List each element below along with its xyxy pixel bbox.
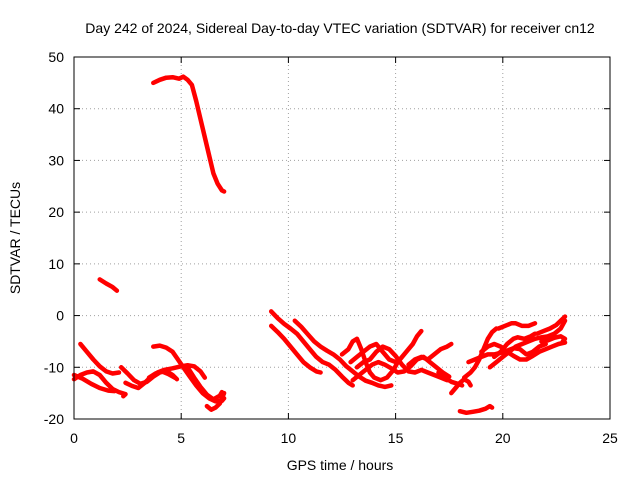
series-arc-13	[268, 323, 323, 375]
data-series	[71, 74, 568, 416]
series-arc-28	[496, 321, 538, 331]
series-arc-8	[151, 343, 227, 404]
series-arc-25	[479, 340, 568, 362]
grid-lines	[74, 57, 610, 419]
series-arc-29	[539, 334, 568, 344]
series-arc-2	[71, 372, 117, 394]
series-arc-14	[292, 318, 394, 390]
y-tick-label: -10	[44, 359, 64, 375]
x-tick-label: 10	[281, 430, 297, 446]
y-tick-label: 30	[48, 152, 64, 168]
series-arc-4	[97, 277, 120, 293]
series-arc-10	[204, 390, 227, 412]
plot-frame	[73, 56, 611, 420]
series-arc-7	[146, 369, 178, 380]
y-axis-label: SDTVAR / TECUs	[7, 182, 23, 294]
series-arc-21	[449, 376, 473, 396]
y-tick-label: -20	[44, 411, 64, 427]
series-arc-1	[71, 369, 128, 399]
y-tick-label: 20	[48, 204, 64, 220]
y-tick-label: 40	[48, 101, 64, 117]
x-tick-label: 0	[70, 430, 78, 446]
y-tick-label: 50	[48, 49, 64, 65]
series-arc-26	[487, 318, 568, 370]
series-arc-30	[534, 314, 568, 336]
series-arc-11	[151, 74, 227, 194]
series-arc-23	[461, 326, 499, 380]
x-tick-labels: 0 5 10 15 20 25	[70, 430, 618, 446]
series-arc-16	[348, 328, 424, 365]
x-tick-label: 25	[602, 430, 618, 446]
x-tick-label: 20	[495, 430, 511, 446]
series-arc-27	[491, 331, 538, 360]
x-axis-label: GPS time / hours	[287, 457, 394, 473]
x-tick-label: 15	[388, 430, 404, 446]
series-arc-12	[268, 309, 355, 388]
y-tick-labels: -20 -10 0 10 20 30 40 50	[44, 49, 64, 427]
y-tick-label: 10	[48, 256, 64, 272]
series-arc-18	[350, 354, 452, 383]
x-tick-label: 5	[177, 430, 185, 446]
series-arc-22	[457, 403, 495, 416]
chart-title: Day 242 of 2024, Sidereal Day-to-day VTE…	[85, 20, 595, 36]
y-tick-label: 0	[56, 308, 64, 324]
series-arc-19	[406, 341, 454, 367]
series-arc-9	[185, 365, 225, 402]
series-arc-17	[354, 344, 450, 383]
series-arc-3	[78, 341, 122, 376]
